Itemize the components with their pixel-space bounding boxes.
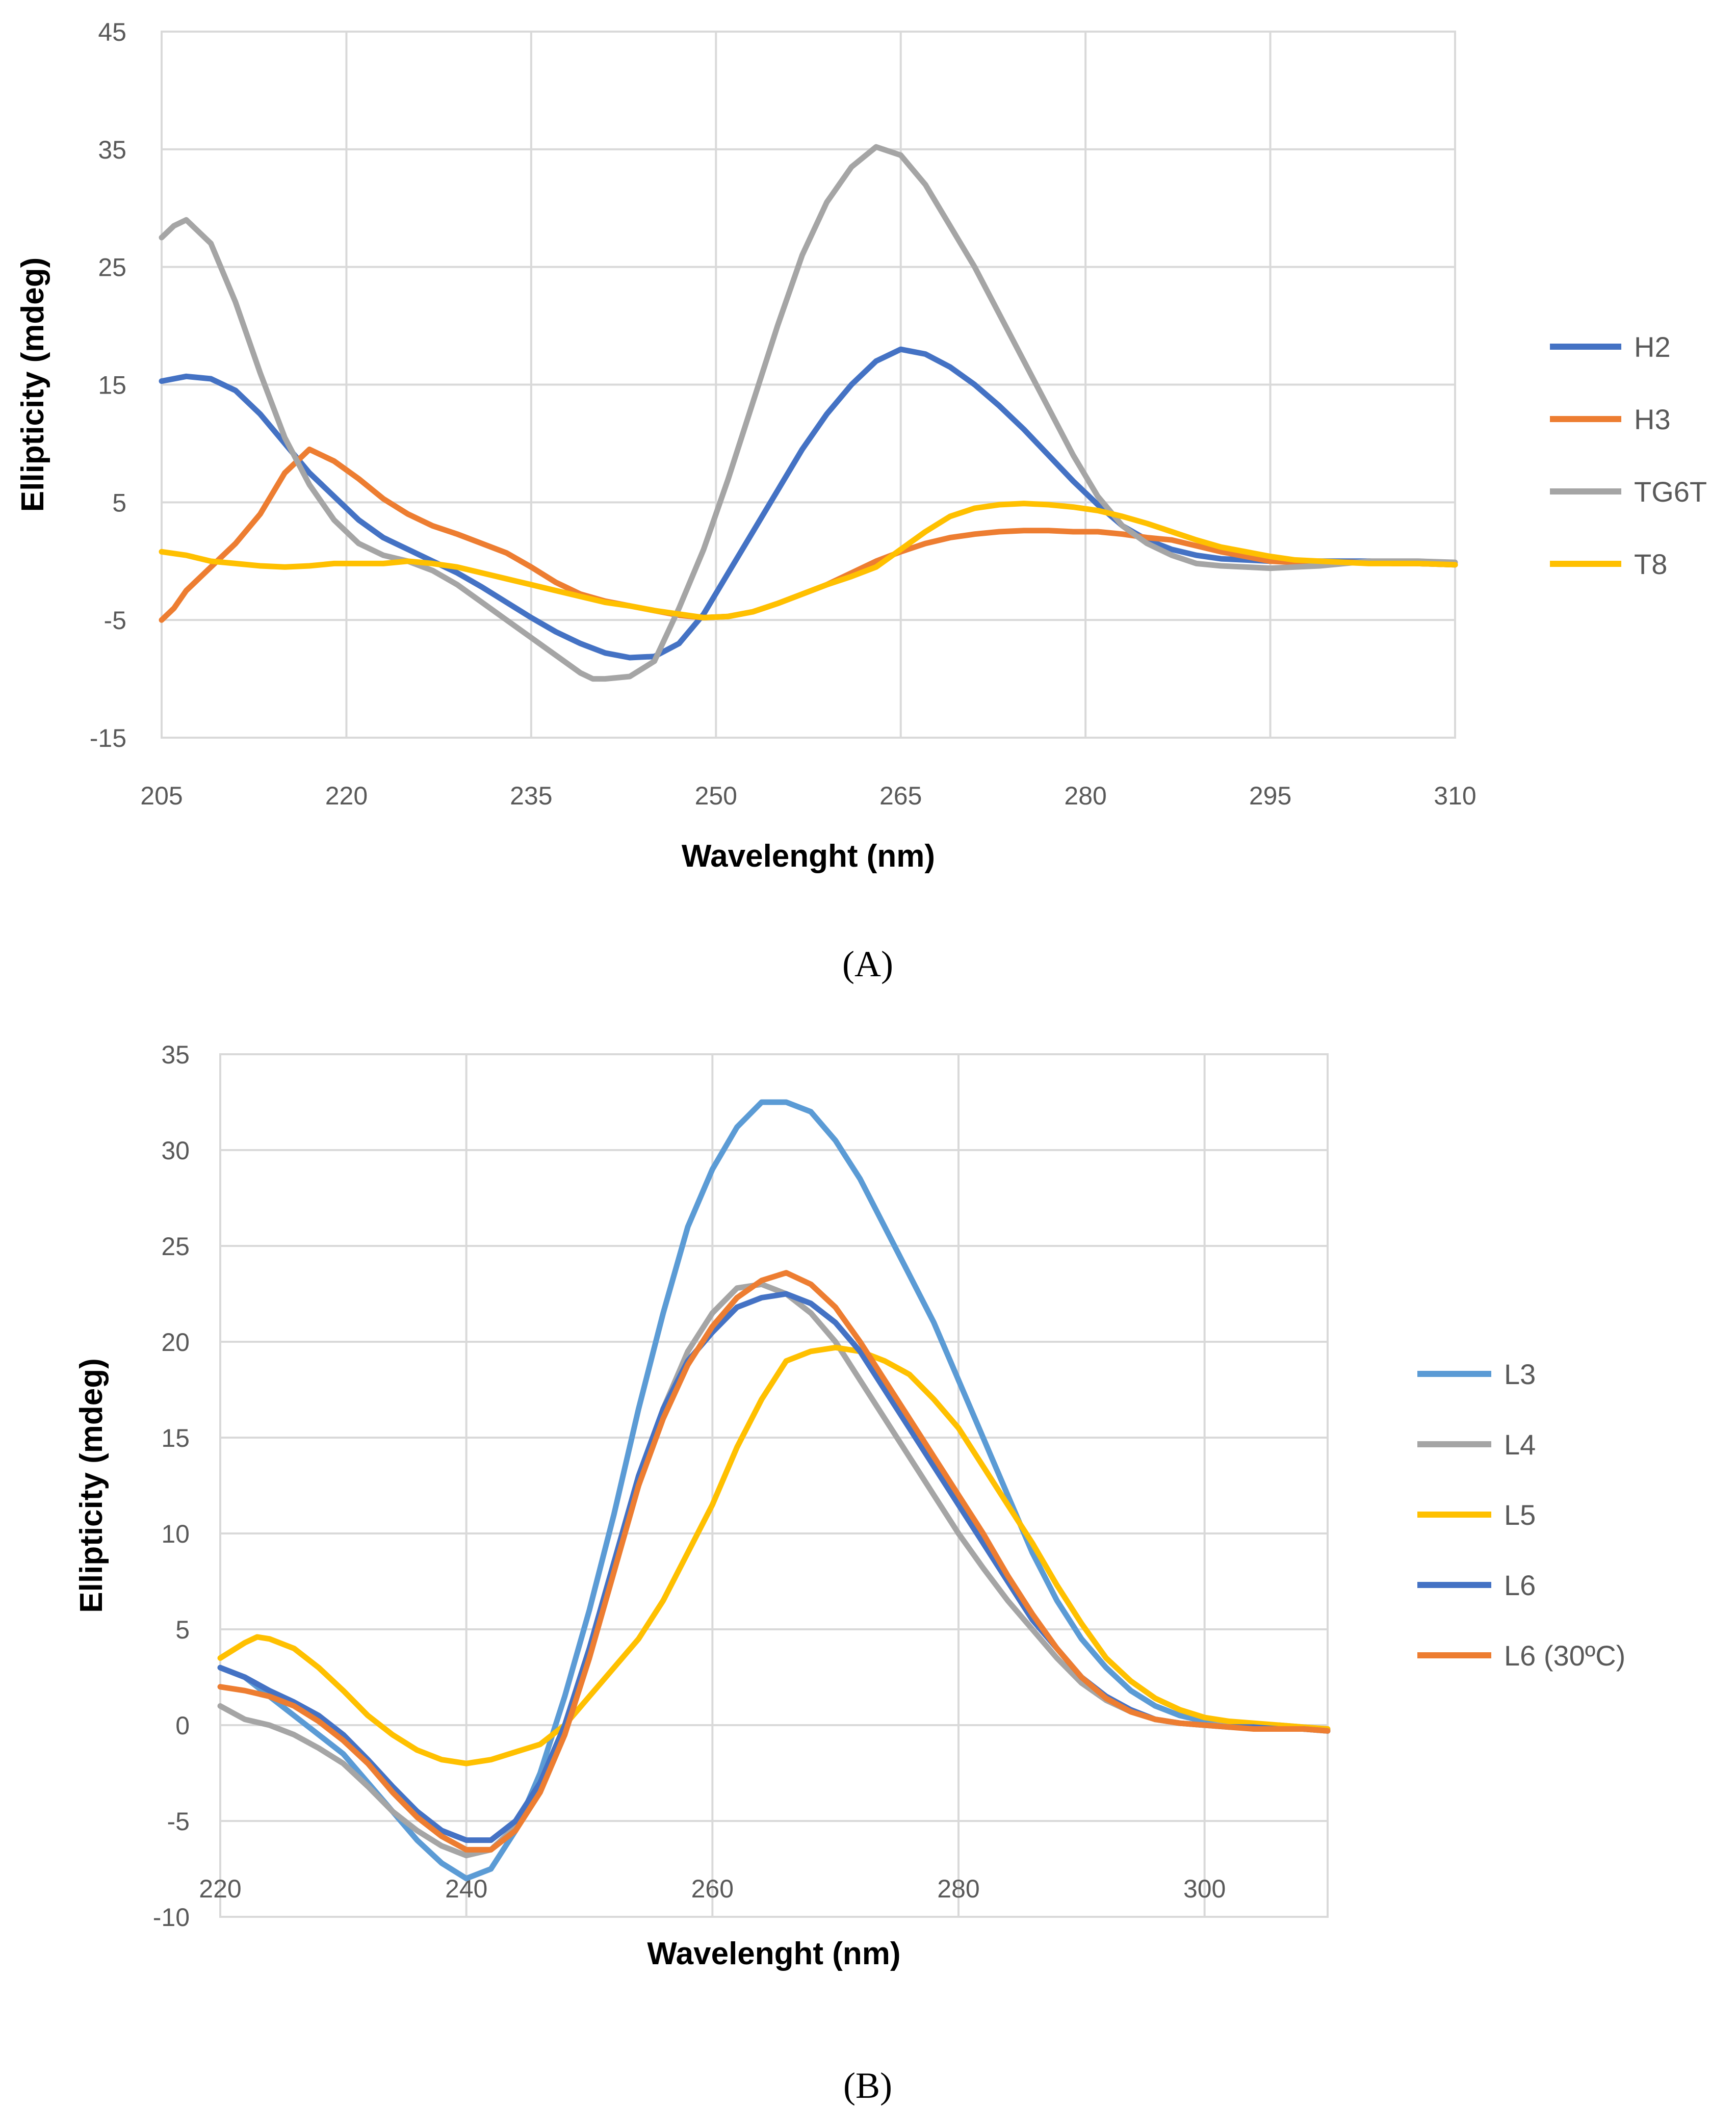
- y-axis-title: Ellipticity (mdeg): [74, 1358, 109, 1612]
- legend-label: L3: [1504, 1358, 1536, 1390]
- y-tick-label: 5: [175, 1616, 190, 1644]
- series-line-t8: [159, 501, 1458, 620]
- y-tick-label: -10: [153, 1903, 190, 1932]
- series-line-l3: [217, 1099, 1331, 1882]
- x-tick-label: 220: [199, 1875, 241, 1903]
- x-axis-title: Wavelenght (nm): [682, 839, 935, 874]
- series-line-l6-30-c: [217, 1270, 1331, 1853]
- x-tick-label: 295: [1249, 782, 1291, 810]
- x-tick-label: 310: [1434, 782, 1476, 810]
- plot-area: [219, 1053, 1329, 1918]
- legend-label: TG6T: [1634, 476, 1707, 508]
- x-tick-label: 205: [140, 782, 183, 810]
- y-tick-label: -5: [104, 606, 126, 635]
- x-axis-title: Wavelenght (nm): [647, 1936, 900, 1971]
- legend-label: T8: [1634, 548, 1667, 580]
- chart-panel-a: -15 -5 5 15 25 35 45 205 220 235 250 265 280 295 310 Wa…: [15, 18, 1707, 984]
- series-line-h2: [159, 346, 1458, 661]
- y-tick-label: -5: [167, 1807, 190, 1836]
- y-axis-title: Ellipticity (mdeg): [15, 257, 50, 512]
- legend-label: H3: [1634, 403, 1671, 435]
- y-tick-label: 25: [98, 253, 126, 282]
- y-tick-label: 20: [161, 1328, 190, 1357]
- x-tick-label: 280: [1064, 782, 1106, 810]
- y-tick-label: 25: [161, 1232, 190, 1261]
- legend-label: L6: [1504, 1569, 1536, 1601]
- y-tick-label: 30: [161, 1136, 190, 1165]
- x-tick-label: 235: [510, 782, 552, 810]
- y-tick-label: -15: [90, 724, 126, 752]
- series-line-l4: [217, 1281, 1331, 1859]
- x-tick-label: 265: [879, 782, 922, 810]
- y-tick-label: 45: [98, 18, 126, 46]
- x-tick-label: 280: [937, 1875, 979, 1903]
- panel-label: (A): [842, 944, 893, 984]
- x-tick-label: 220: [325, 782, 368, 810]
- x-tick-label: 250: [695, 782, 737, 810]
- y-tick-label: 35: [98, 136, 126, 164]
- y-tick-label: 35: [161, 1040, 190, 1069]
- series-line-tg6t: [159, 144, 1458, 682]
- y-tick-label: 10: [161, 1520, 190, 1548]
- series-line-l5: [217, 1344, 1331, 1766]
- x-tick-label: 260: [691, 1875, 734, 1903]
- legend-label: L5: [1504, 1499, 1536, 1531]
- y-tick-label: 15: [161, 1424, 190, 1452]
- panel-label: (B): [843, 2065, 892, 2106]
- y-tick-label: 15: [98, 371, 126, 400]
- legend-label: H2: [1634, 331, 1671, 363]
- legend-label: L6 (30ºC): [1504, 1639, 1625, 1672]
- x-tick-label: 300: [1183, 1875, 1226, 1903]
- y-tick-label: 0: [175, 1711, 190, 1740]
- legend-label: L4: [1504, 1428, 1536, 1461]
- plot-area: [161, 31, 1456, 739]
- y-tick-label: 5: [112, 488, 126, 517]
